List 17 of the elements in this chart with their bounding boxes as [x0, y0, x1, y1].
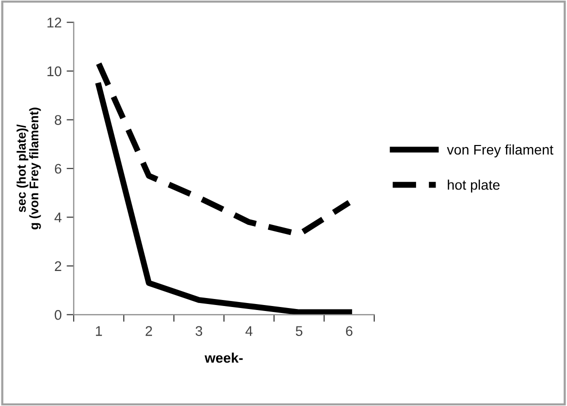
x-tick-label: 4 — [245, 326, 252, 336]
y-tick-label: 6 — [54, 164, 62, 174]
x-axis-title: week- — [204, 352, 243, 363]
y-tick-label: 2 — [54, 261, 62, 271]
y-tick-label: 8 — [54, 115, 62, 125]
y-tick-label: 4 — [54, 212, 62, 222]
x-tick-label: 5 — [296, 326, 302, 336]
x-tick-label: 6 — [346, 326, 352, 336]
y-axis-title: sec (hot plate)/ g (von Frey filament) — [16, 108, 41, 230]
y-tick-label: 12 — [48, 18, 62, 28]
legend-label: hot plate — [448, 180, 500, 193]
y-tick-label: 0 — [54, 310, 62, 320]
y-tick-label: 10 — [48, 66, 62, 76]
legend-label: von Frey filament — [446, 144, 554, 158]
x-tick-label: 1 — [96, 326, 102, 336]
x-tick-label: 2 — [146, 326, 152, 336]
x-tick-label: 3 — [196, 326, 202, 336]
